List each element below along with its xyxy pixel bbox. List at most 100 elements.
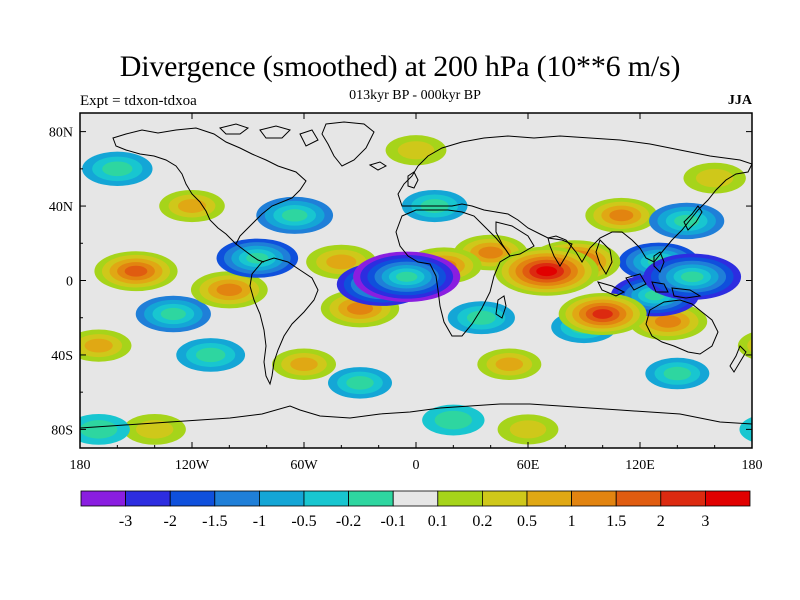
field-contour	[536, 266, 558, 277]
field-contour	[592, 309, 613, 319]
field-contour	[509, 420, 547, 439]
lon-tick-label: 180	[70, 458, 91, 473]
coastline-japan	[683, 205, 703, 231]
coastline-africa	[395, 209, 511, 337]
field-contour	[434, 410, 473, 430]
coastline-north-america	[112, 127, 307, 245]
colorbar-swatch	[615, 490, 662, 507]
lat-tick-label: 80S	[51, 423, 73, 438]
field-contour	[397, 141, 435, 160]
colorbar: -3 -2 -1.5 -1 -0.5 -0.2 -0.1 0.1 0.2 0.5 1 1.5 2 3	[80, 490, 751, 530]
colorbar-label: -2	[164, 513, 177, 530]
colorbar-swatch	[392, 490, 439, 507]
latitude-axis: 80N 40N 0 40S 80S	[49, 126, 752, 438]
field-feature	[135, 295, 211, 333]
colorbar-swatch	[348, 490, 394, 507]
colorbar-swatch	[660, 490, 706, 507]
coastline-australia	[645, 299, 719, 355]
field-feature	[645, 357, 710, 390]
colorbar-label: -3	[119, 513, 132, 530]
lat-tick-label: 0	[66, 275, 73, 290]
coastline-south-america	[249, 257, 319, 386]
field-feature	[558, 293, 647, 335]
field-feature	[683, 162, 746, 194]
lon-tick-label: 60E	[517, 458, 540, 473]
lat-tick-label: 40N	[49, 200, 73, 215]
lon-tick-label: 180	[742, 458, 763, 473]
field-contour	[737, 332, 752, 359]
field-contour	[674, 214, 700, 228]
colorbar-label: 1	[568, 513, 576, 530]
coastline-central-america	[235, 243, 265, 263]
lon-tick-label: 120W	[175, 458, 210, 473]
field-contour	[466, 310, 496, 325]
field-contour	[495, 357, 524, 371]
colorbar-swatch	[258, 490, 305, 507]
colorbar-label: 0.1	[428, 513, 448, 530]
field-contour	[281, 209, 308, 222]
colorbar-swatch	[437, 490, 483, 507]
field-feature	[494, 246, 599, 296]
colorbar-swatch	[80, 490, 126, 507]
longitude-axis: 180 120W 60W 0 60E 120E 180	[70, 113, 763, 473]
coastline-antarctica	[80, 403, 752, 429]
field-feature	[94, 251, 178, 292]
colorbar-label: 3	[701, 513, 709, 530]
colorbar-label: 0.2	[472, 513, 492, 530]
field-feature	[256, 196, 334, 234]
field-contour	[681, 271, 704, 283]
season-label: JJA	[727, 93, 752, 108]
field-contour	[80, 420, 118, 439]
experiment-label: Expt = tdxon-tdxoa	[80, 93, 197, 109]
field-feature	[649, 202, 725, 240]
colorbar-swatch	[169, 490, 216, 507]
lon-tick-label: 60W	[290, 458, 318, 473]
field-feature	[176, 338, 246, 372]
field-contour	[395, 271, 418, 282]
field-feature	[422, 404, 485, 436]
colorbar-swatch	[481, 490, 528, 507]
coastline-iceland	[368, 161, 387, 171]
field-feature	[80, 329, 752, 362]
field-feature	[216, 238, 299, 278]
coastline-philippines	[653, 251, 665, 273]
colorbar-label: -0.2	[336, 513, 361, 530]
field-contour	[160, 307, 186, 321]
colorbar-swatch	[526, 490, 572, 507]
field-contour	[84, 338, 113, 353]
coastline-southeast-asia	[595, 239, 613, 276]
field-contour	[346, 302, 374, 315]
field-feature	[123, 413, 186, 445]
field-feature	[82, 151, 153, 186]
field-contour	[290, 357, 318, 371]
field-contour	[478, 246, 503, 259]
coastline-arabia	[495, 221, 535, 257]
field-contour	[747, 338, 752, 353]
field-feature	[585, 197, 658, 233]
field-contour	[654, 315, 682, 328]
field-feature	[497, 414, 559, 445]
field-contour	[195, 347, 226, 363]
coastline-india	[547, 237, 573, 267]
field-contour	[102, 161, 133, 177]
lat-tick-label: 80N	[49, 126, 73, 141]
coastline-madagascar	[495, 295, 507, 319]
coastline-arctic-islands	[219, 123, 319, 147]
coastline-uk	[407, 171, 419, 189]
field-feature	[447, 301, 515, 335]
field-contour	[326, 254, 357, 270]
field-feature	[385, 135, 447, 166]
colorbar-swatch	[303, 490, 349, 507]
field-contour	[124, 265, 148, 277]
lon-tick-label: 120E	[625, 458, 655, 473]
field-contour	[695, 168, 734, 188]
field-feature	[159, 189, 225, 223]
coastline-indonesia	[597, 273, 702, 299]
map-title: Divergence (smoothed) at 200 hPa (10**6 …	[119, 50, 681, 83]
colorbar-label: -1.5	[202, 513, 227, 530]
lat-tick-label: 40S	[51, 349, 73, 364]
colorbar-label: 2	[657, 513, 665, 530]
field-contour	[135, 420, 174, 439]
field-feature	[477, 348, 542, 380]
